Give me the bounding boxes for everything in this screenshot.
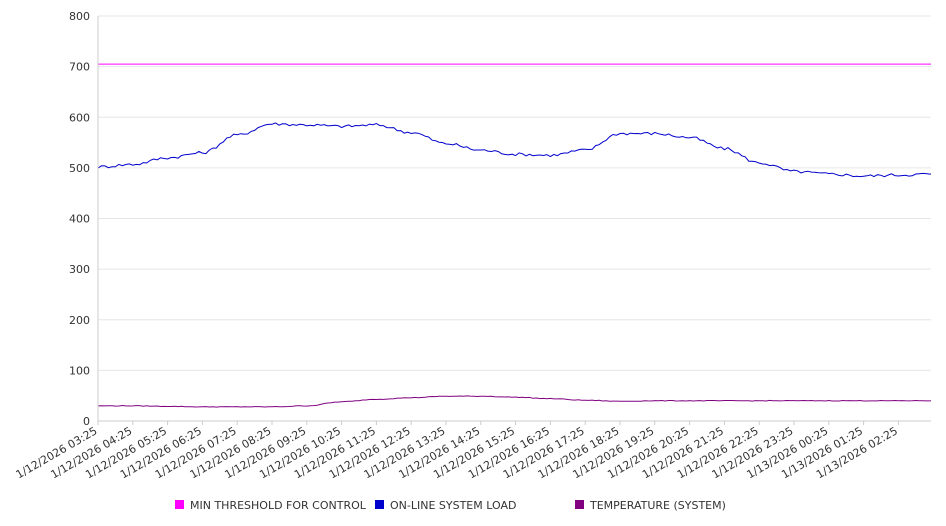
legend-swatch	[375, 500, 384, 509]
y-tick-label: 100	[69, 364, 90, 377]
y-tick-label: 400	[69, 213, 90, 226]
y-tick-label: 500	[69, 162, 90, 175]
series-layer	[97, 63, 932, 408]
legend-label: ON-LINE SYSTEM LOAD	[390, 499, 516, 512]
x-axis-ticks: 1/12/2026 03:251/12/2026 04:251/12/2026 …	[14, 421, 900, 481]
y-tick-label: 0	[83, 415, 90, 428]
y-tick-label: 700	[69, 61, 90, 74]
legend-label: TEMPERATURE (SYSTEM)	[589, 499, 726, 512]
series-line-1	[97, 122, 932, 178]
grid-lines	[98, 15, 931, 422]
y-tick-label: 600	[69, 111, 90, 124]
y-tick-label: 200	[69, 314, 90, 327]
y-tick-label: 800	[69, 10, 90, 23]
legend-swatch	[175, 500, 184, 509]
series-line-2	[97, 395, 932, 408]
y-axis-ticks: 0 100 200 300 400 500 600 700 800	[69, 10, 90, 428]
legend: MIN THRESHOLD FOR CONTROL ON-LINE SYSTEM …	[175, 499, 726, 512]
legend-label: MIN THRESHOLD FOR CONTROL	[190, 499, 367, 512]
legend-swatch	[575, 500, 584, 509]
y-tick-label: 300	[69, 263, 90, 276]
